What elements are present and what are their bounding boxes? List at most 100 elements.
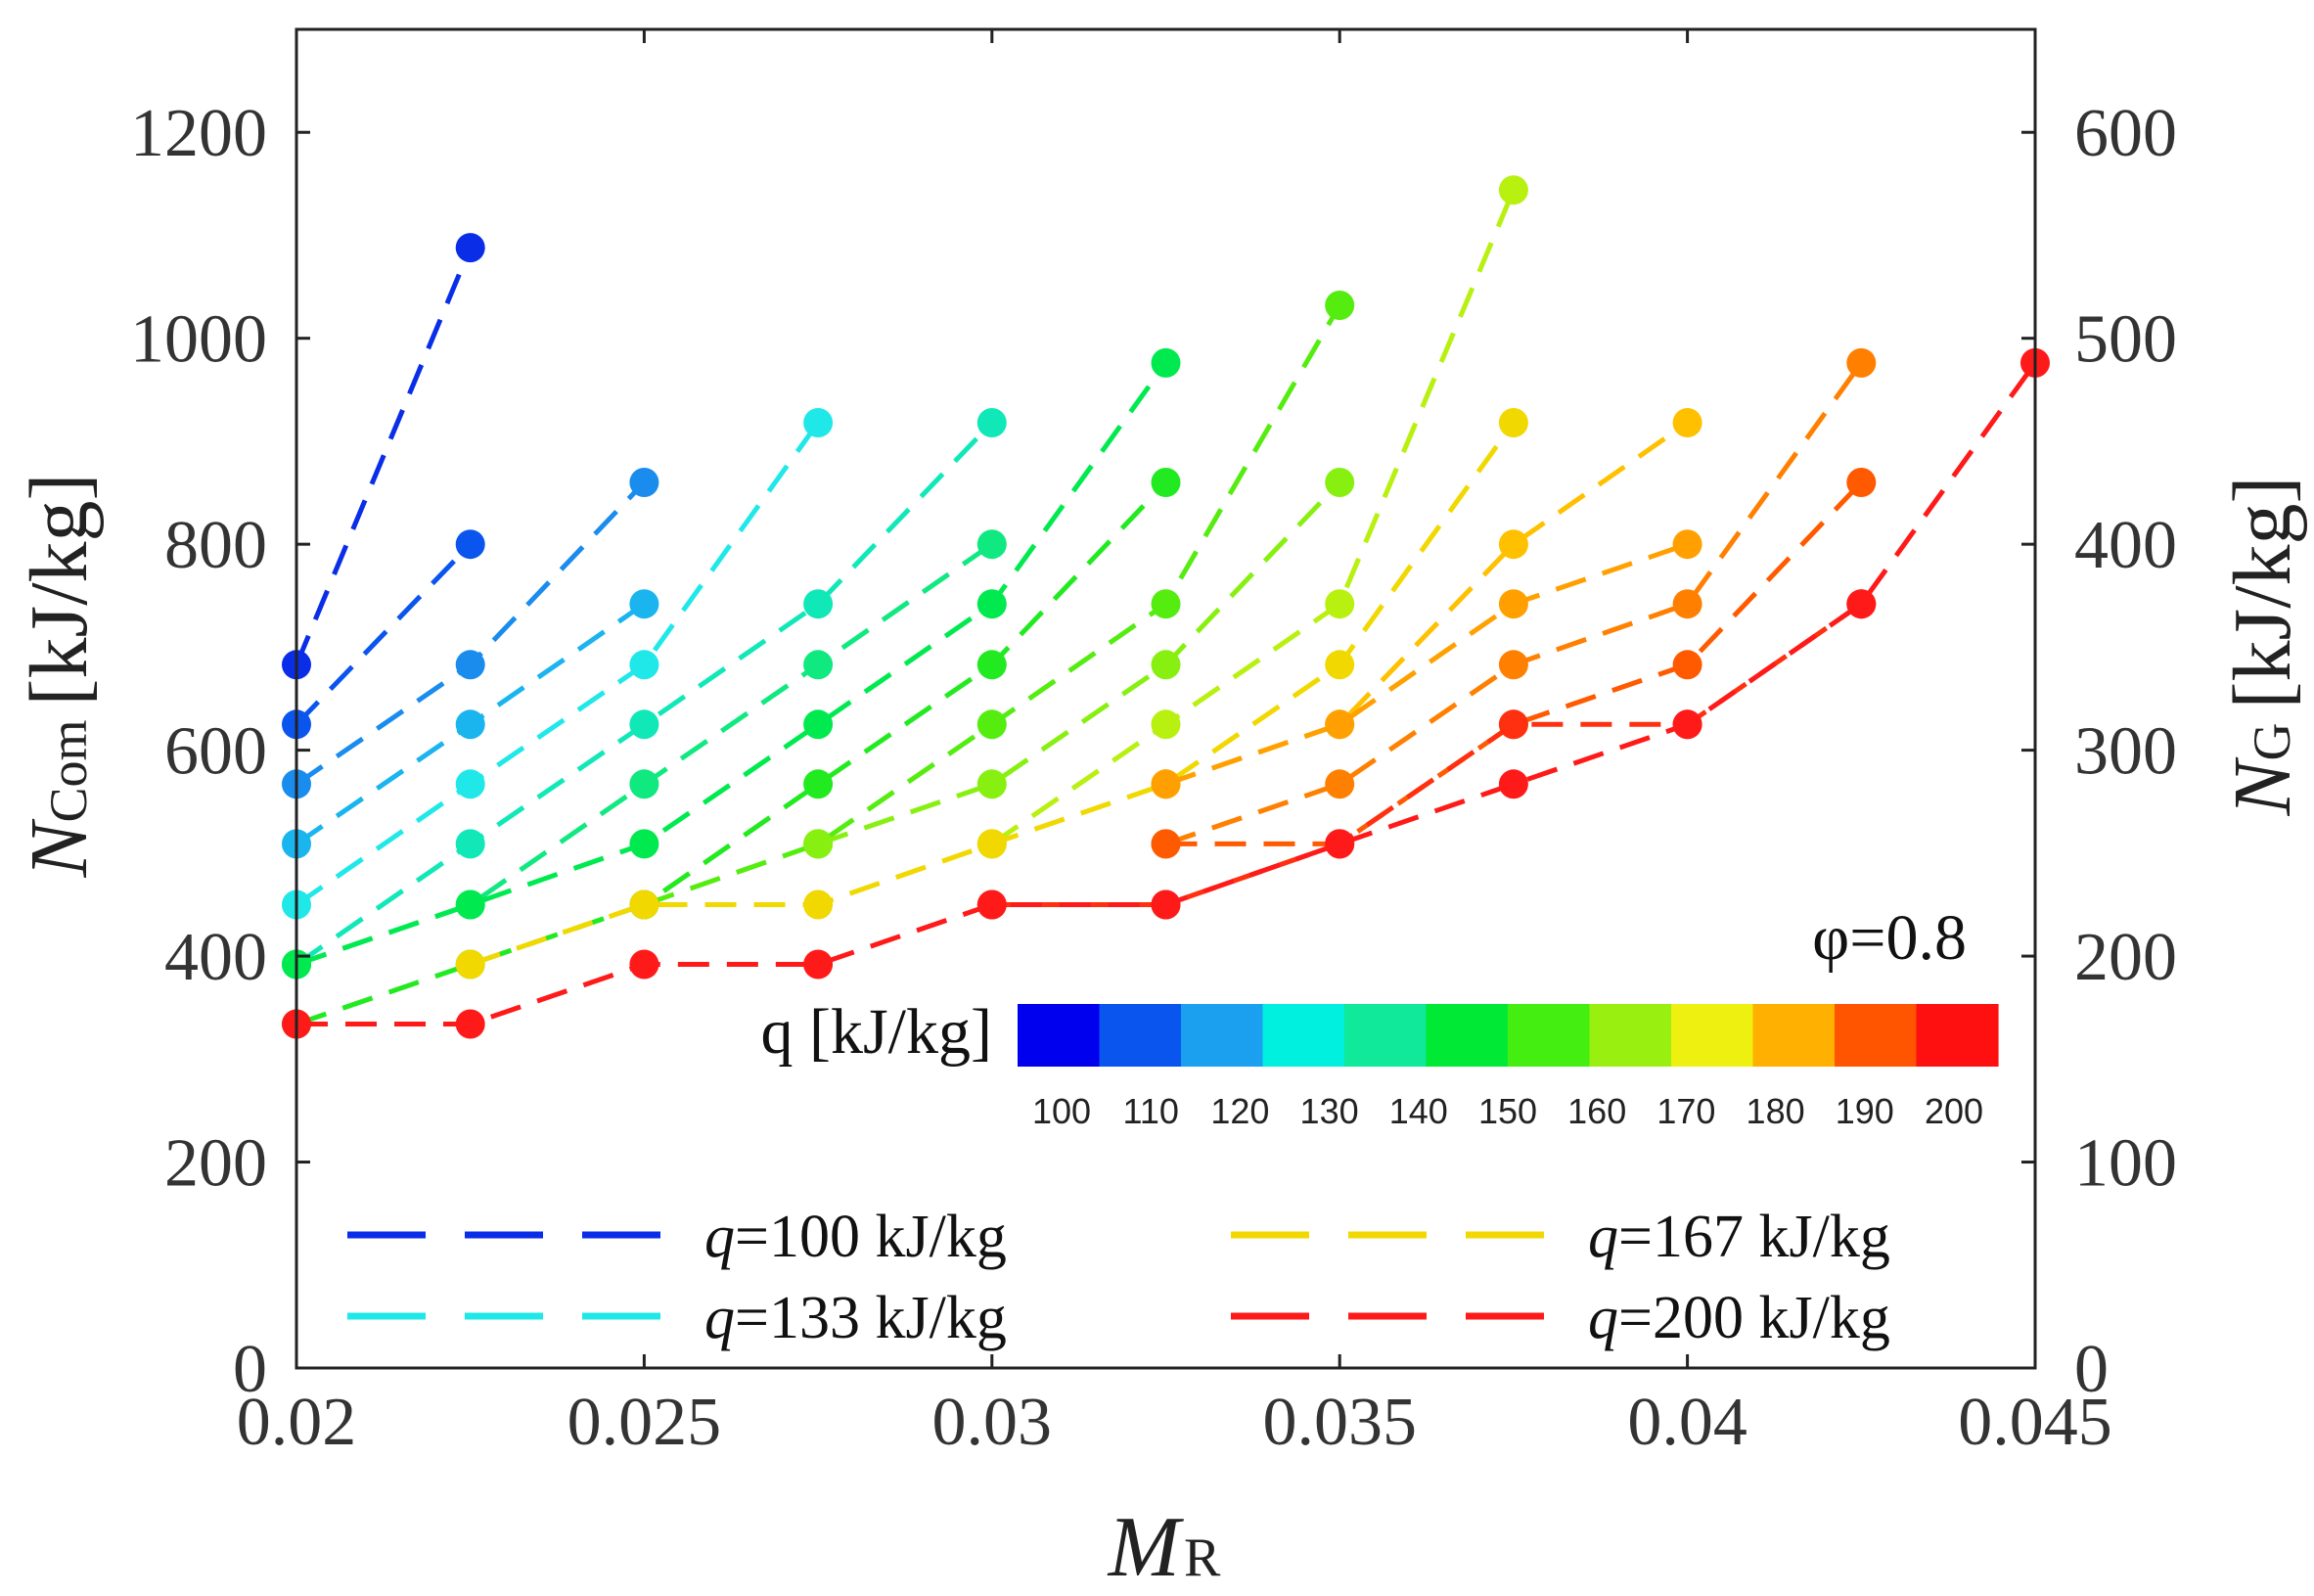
data-point-9-5 [976, 650, 1007, 680]
data-point-15-1 [1151, 769, 1181, 799]
data-point-8-5 [976, 589, 1007, 619]
data-point-4-2 [455, 709, 485, 740]
colorbar-swatch [1181, 1004, 1264, 1067]
series-line-17 [1165, 480, 1864, 846]
data-point-18-4 [1498, 709, 1528, 740]
x-tick-label: 0.04 [1627, 1385, 1747, 1460]
colorbar-tick-label: 150 [1478, 1091, 1537, 1131]
colorbar-swatch [1916, 1004, 1999, 1067]
data-point-10-3 [976, 709, 1007, 740]
data-point-6-5 [976, 408, 1007, 437]
colorbar-tick-label: 100 [1032, 1091, 1091, 1131]
data-point-19-9 [1672, 709, 1702, 740]
colorbar-tick-label: 160 [1567, 1091, 1626, 1131]
data-point-19-7 [1325, 829, 1355, 859]
y2-axis-title: NG[kJ/kg] [2217, 476, 2308, 816]
data-point-13-3 [803, 889, 834, 920]
data-point-17-1 [1151, 829, 1181, 859]
colorbar-swatch [1018, 1004, 1101, 1067]
axis-labels: MR NCom[kJ/kg] NG[kJ/kg] [14, 473, 2308, 1595]
colorbar-swatch [1671, 1004, 1754, 1067]
data-point-19-8 [1498, 769, 1528, 799]
data-point-1-2 [455, 233, 485, 263]
colorbar-swatch [1426, 1004, 1509, 1067]
data-point-10-4 [1151, 589, 1181, 619]
data-point-17-4 [1672, 650, 1702, 680]
colorbar-swatch [1835, 1004, 1918, 1067]
y-tick-label: 0 [233, 1332, 267, 1407]
x-axis-title: MR [1107, 1500, 1221, 1595]
y2-tick-label: 300 [2074, 714, 2177, 790]
data-point-16-4 [1672, 589, 1702, 619]
data-point-9-4 [803, 769, 834, 799]
data-point-19-3 [629, 949, 659, 980]
legend-label-2: q=133 kJ/kg [704, 1285, 1007, 1351]
series-line-8 [295, 361, 1168, 967]
colorbar: q [kJ/kg] 100 110 120 130 140 150 160 170 180 190 2… [761, 902, 1999, 1131]
data-point-7-4 [803, 650, 834, 680]
data-point-15-4 [1672, 529, 1702, 560]
legend-label-1: q=100 kJ/kg [704, 1204, 1007, 1270]
colorbar-tick-label: 170 [1656, 1091, 1715, 1131]
x-tick-label: 0.02 [237, 1385, 357, 1460]
colorbar-tick-label: 120 [1210, 1091, 1269, 1131]
data-point-19-10 [1846, 589, 1877, 619]
data-point-5-2 [455, 769, 485, 799]
colorbar-tick-label: 110 [1122, 1091, 1178, 1131]
data-point-8-4 [803, 709, 834, 740]
data-point-13-2 [629, 889, 659, 920]
data-point-6-2 [455, 829, 485, 859]
data-point-11-2 [976, 769, 1007, 799]
data-point-7-3 [629, 769, 659, 799]
colorbar-label: q [kJ/kg] [761, 996, 992, 1068]
colorbar-swatch [1262, 1004, 1345, 1067]
colorbar-swatch [1752, 1004, 1836, 1067]
data-point-6-4 [803, 589, 834, 619]
series-line-14 [1164, 420, 1690, 787]
x-tick-label: 0.035 [1262, 1385, 1417, 1460]
y-tick-label: 200 [164, 1126, 267, 1202]
data-point-16-5 [1846, 347, 1877, 378]
legend: q=100 kJ/kg q=133 kJ/kg q=167 kJ/kg q=200 k… [347, 1204, 1890, 1351]
colorbar-tick-label: 180 [1747, 1091, 1805, 1131]
data-point-11-4 [1325, 468, 1355, 497]
data-point-15-3 [1498, 589, 1528, 619]
y2-tick-label: 400 [2074, 508, 2177, 583]
data-point-14-4 [1672, 408, 1702, 437]
data-point-13-7 [1498, 408, 1528, 437]
y2-tick-label: 200 [2074, 920, 2177, 995]
data-point-13-6 [1325, 650, 1355, 680]
data-point-8-3 [629, 829, 659, 859]
x-tick-label: 0.025 [567, 1385, 722, 1460]
plot-frame [295, 27, 2037, 1370]
data-point-3-2 [455, 650, 485, 680]
colorbar-swatch [1099, 1004, 1182, 1067]
data-point-13-1 [455, 949, 485, 980]
data-point-5-3 [629, 650, 659, 680]
data-point-15-2 [1325, 709, 1355, 740]
colorbar-swatch [1589, 1004, 1672, 1067]
axes-layer: 0.02 0.025 0.03 0.035 0.04 0.0450200400600800… [130, 27, 2177, 1460]
data-point-2-2 [455, 529, 485, 560]
legend-label-3: q=167 kJ/kg [1588, 1204, 1890, 1270]
data-point-11-1 [803, 829, 834, 859]
data-point-16-2 [1325, 769, 1355, 799]
series-line-9 [295, 480, 1168, 1026]
y2-tick-label: 500 [2074, 302, 2177, 378]
data-point-12-4 [1498, 175, 1528, 205]
data-point-11-3 [1151, 650, 1181, 680]
series-line-12 [990, 189, 1517, 846]
phi-annotation: φ=0.8 [1812, 902, 1967, 974]
y-tick-label: 600 [164, 714, 267, 790]
y2-tick-label: 600 [2074, 96, 2177, 171]
data-point-9-6 [1151, 468, 1181, 497]
colorbar-tick-label: 200 [1925, 1091, 1983, 1131]
y2-tick-label: 0 [2074, 1332, 2109, 1407]
y-tick-label: 1200 [130, 96, 267, 171]
data-point-19-2 [455, 1009, 485, 1039]
colorbar-tick-label: 190 [1836, 1091, 1894, 1131]
x-tick-label: 0.045 [1958, 1385, 2112, 1460]
y-tick-label: 1000 [130, 302, 267, 378]
data-point-10-5 [1325, 291, 1355, 320]
